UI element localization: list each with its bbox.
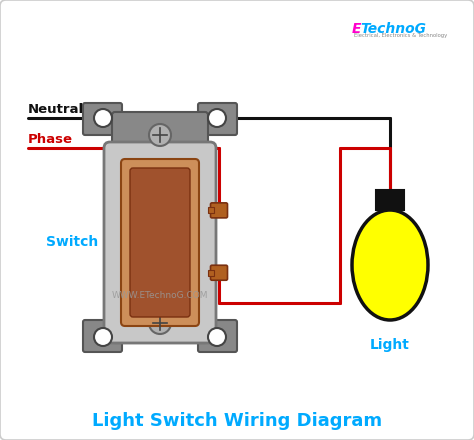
Text: WWW.ETechnoG.COM: WWW.ETechnoG.COM — [112, 290, 208, 300]
FancyBboxPatch shape — [121, 159, 199, 326]
Text: Light Switch Wiring Diagram: Light Switch Wiring Diagram — [92, 412, 382, 430]
Bar — [376, 190, 404, 210]
Circle shape — [149, 124, 171, 146]
FancyBboxPatch shape — [198, 103, 237, 135]
Text: Neutral: Neutral — [28, 103, 84, 116]
FancyBboxPatch shape — [83, 103, 122, 135]
FancyBboxPatch shape — [112, 112, 208, 148]
FancyBboxPatch shape — [104, 142, 216, 343]
Text: Switch: Switch — [46, 235, 98, 249]
Circle shape — [208, 109, 226, 127]
Bar — [208, 270, 214, 276]
Text: Light: Light — [370, 338, 410, 352]
FancyBboxPatch shape — [210, 203, 228, 218]
Text: Phase: Phase — [28, 133, 73, 146]
Bar — [208, 207, 214, 213]
FancyBboxPatch shape — [210, 265, 228, 280]
Text: E: E — [352, 22, 362, 36]
Text: TechnoG: TechnoG — [360, 22, 426, 36]
Circle shape — [208, 328, 226, 346]
FancyBboxPatch shape — [112, 307, 208, 343]
FancyBboxPatch shape — [83, 320, 122, 352]
Circle shape — [94, 109, 112, 127]
FancyBboxPatch shape — [198, 320, 237, 352]
Text: Electrical, Electronics & Technology: Electrical, Electronics & Technology — [354, 33, 447, 38]
Ellipse shape — [352, 210, 428, 320]
FancyBboxPatch shape — [130, 168, 190, 317]
Circle shape — [149, 312, 171, 334]
Circle shape — [94, 328, 112, 346]
